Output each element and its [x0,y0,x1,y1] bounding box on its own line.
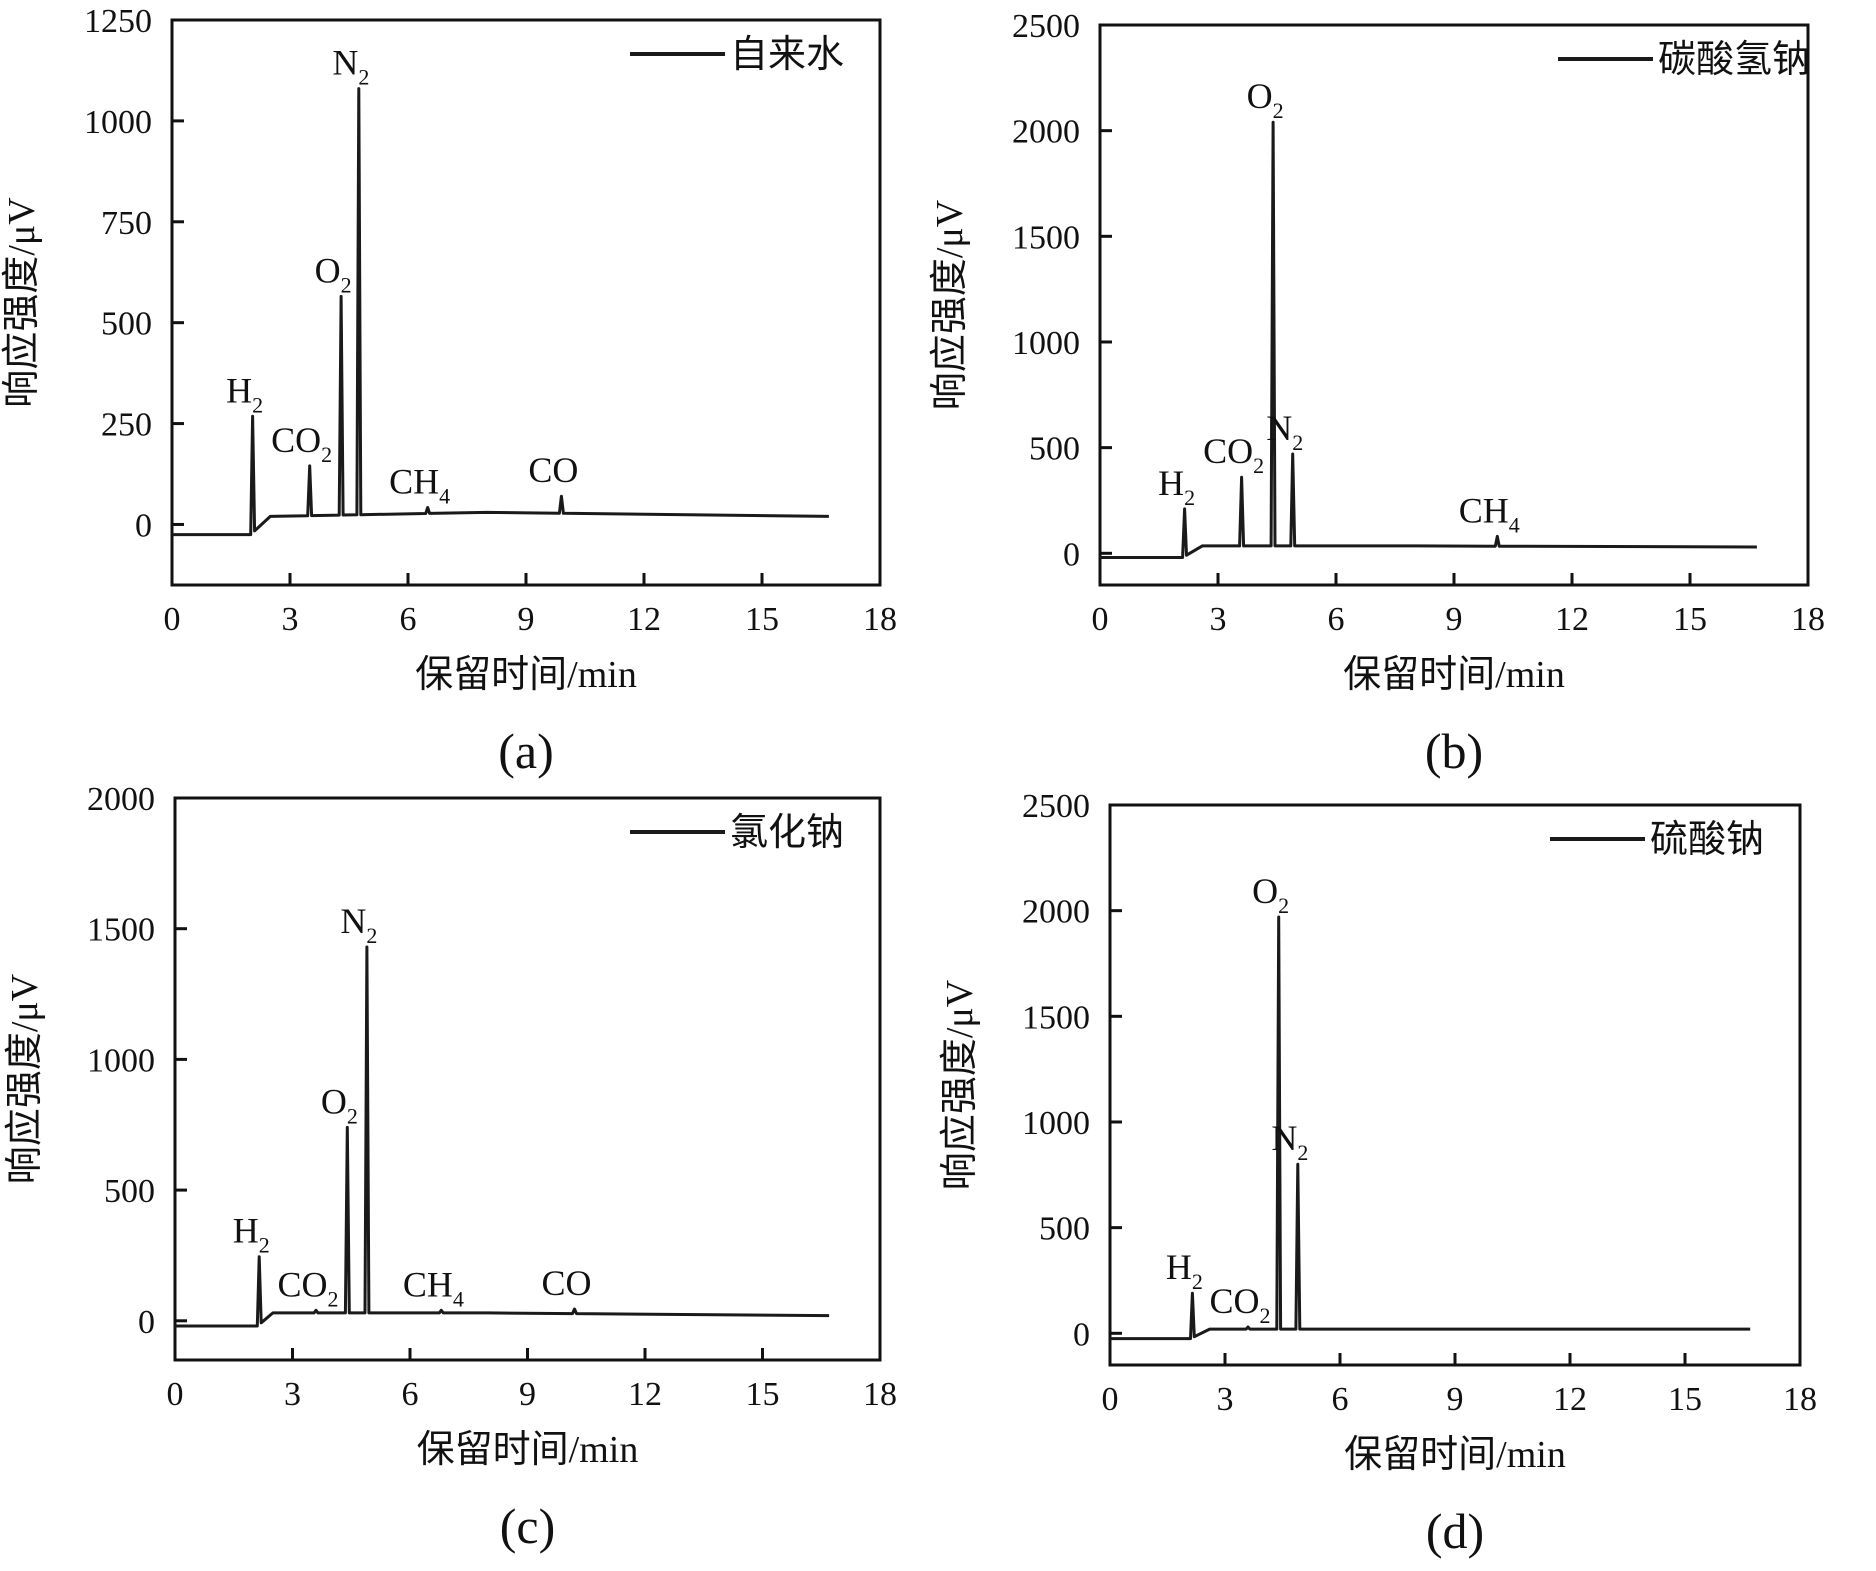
x-tick-label: 15 [746,1376,780,1413]
peak-label: N2 [1271,1118,1308,1165]
peak-label: H2 [233,1211,270,1258]
x-axis-label: 保留时间/min [417,1429,639,1471]
series-line [172,87,829,537]
y-tick-label: 1500 [87,912,155,949]
y-tick-label: 0 [1063,536,1080,573]
y-tick-label: 2500 [1012,8,1080,45]
x-tick-label: 9 [519,1376,536,1413]
x-tick-label: 0 [167,1376,184,1413]
y-tick-label: 500 [1029,431,1080,468]
peak-label: H2 [1166,1247,1203,1294]
x-tick-label: 18 [1783,1381,1817,1418]
plot-frame [170,18,882,587]
x-tick-label: 12 [1553,1381,1587,1418]
x-tick-label: 15 [1673,601,1707,638]
peak-label: CH4 [389,462,450,509]
x-tick-label: 3 [1210,601,1227,638]
y-tick-label: 500 [101,306,152,343]
peak-label: CO [528,450,578,490]
x-tick-label: 6 [1328,601,1345,638]
x-tick-label: 18 [863,1376,897,1413]
x-tick-label: 12 [1555,601,1589,638]
y-axis-label: 响应强度/μV [4,973,46,1184]
x-axis-label: 保留时间/min [1344,1434,1566,1476]
peak-label: N2 [340,901,377,948]
y-tick-label: 2000 [1012,114,1080,151]
legend-label: 碳酸氢钠 [1658,39,1810,81]
peak-label: CH4 [403,1264,464,1311]
peak-label: CO2 [1203,431,1264,478]
peak-label: H2 [1158,463,1195,510]
panel-label: (a) [498,723,554,779]
y-tick-label: 1000 [84,104,152,141]
y-tick-label: 1000 [1022,1105,1090,1142]
x-tick-label: 9 [1447,1381,1464,1418]
y-tick-label: 0 [138,1304,155,1341]
peak-label: CO [541,1263,591,1303]
panel-label: (c) [500,1498,556,1554]
peak-label: O2 [321,1081,358,1128]
chart-panel: 0 3 6 9 12 15 18 0 250 500 750 1000 1250 保留时间/min 响应强度… [1,3,897,779]
x-tick-label: 6 [400,601,417,638]
y-tick-label: 500 [1039,1211,1090,1248]
peak-label: O2 [1247,76,1284,123]
y-tick-label: 1500 [1012,219,1080,256]
peak-label: CO2 [271,420,332,467]
y-tick-label: 500 [104,1173,155,1210]
y-axis-label: 响应强度/μV [929,199,971,410]
peak-label: O2 [1252,871,1289,918]
chart-panel: 0 3 6 9 12 15 18 0 500 1000 1500 2000 2500 保留时间/min 响应… [939,788,1817,1559]
peak-label: N2 [332,43,369,90]
y-tick-label: 2500 [1022,788,1090,825]
x-tick-label: 3 [1217,1381,1234,1418]
x-tick-label: 0 [164,601,181,638]
chart-panel: 0 3 6 9 12 15 18 0 500 1000 1500 2000 2500 保留时间/min 响应… [929,8,1825,779]
x-tick-label: 18 [1791,601,1825,638]
legend-label: 氯化钠 [730,812,844,854]
y-tick-label: 0 [1073,1316,1090,1353]
plot-frame [1098,23,1810,587]
series-line [1100,120,1757,559]
x-tick-label: 3 [282,601,299,638]
series-line [1110,915,1751,1341]
y-axis-label: 响应强度/μV [1,197,43,408]
x-tick-label: 12 [627,601,661,638]
x-tick-label: 0 [1102,1381,1119,1418]
y-tick-label: 250 [101,407,152,444]
legend-label: 自来水 [730,34,844,76]
peak-label: N2 [1266,408,1303,455]
x-tick-label: 0 [1092,601,1109,638]
x-tick-label: 15 [745,601,779,638]
y-tick-label: 0 [135,507,152,544]
peak-label: CO2 [277,1264,338,1311]
x-tick-label: 6 [1332,1381,1349,1418]
y-tick-label: 1500 [1022,999,1090,1036]
x-tick-label: 3 [284,1376,301,1413]
x-tick-label: 6 [402,1376,419,1413]
panel-label: (d) [1426,1503,1484,1559]
y-tick-label: 750 [101,205,152,242]
x-tick-label: 9 [518,601,535,638]
peak-label: O2 [315,250,352,297]
peak-label: CO2 [1209,1281,1270,1328]
y-tick-label: 2000 [87,781,155,818]
x-tick-label: 12 [628,1376,662,1413]
y-tick-label: 1000 [1012,325,1080,362]
x-axis-label: 保留时间/min [1343,654,1565,696]
y-tick-label: 2000 [1022,894,1090,931]
chart-panel: 0 3 6 9 12 15 18 0 500 1000 1500 2000 保留时间/min 响应强度/μ… [4,781,897,1554]
y-axis-label: 响应强度/μV [939,979,981,1190]
legend-label: 硫酸钠 [1650,819,1764,861]
y-tick-label: 1250 [84,3,152,40]
x-tick-label: 15 [1668,1381,1702,1418]
panel-label: (b) [1425,723,1483,779]
x-tick-label: 9 [1446,601,1463,638]
x-axis-label: 保留时间/min [415,654,637,696]
peak-label: H2 [226,370,263,417]
series-line [175,945,830,1328]
x-tick-label: 18 [863,601,897,638]
peak-label: CH4 [1459,490,1520,537]
y-tick-label: 1000 [87,1042,155,1079]
